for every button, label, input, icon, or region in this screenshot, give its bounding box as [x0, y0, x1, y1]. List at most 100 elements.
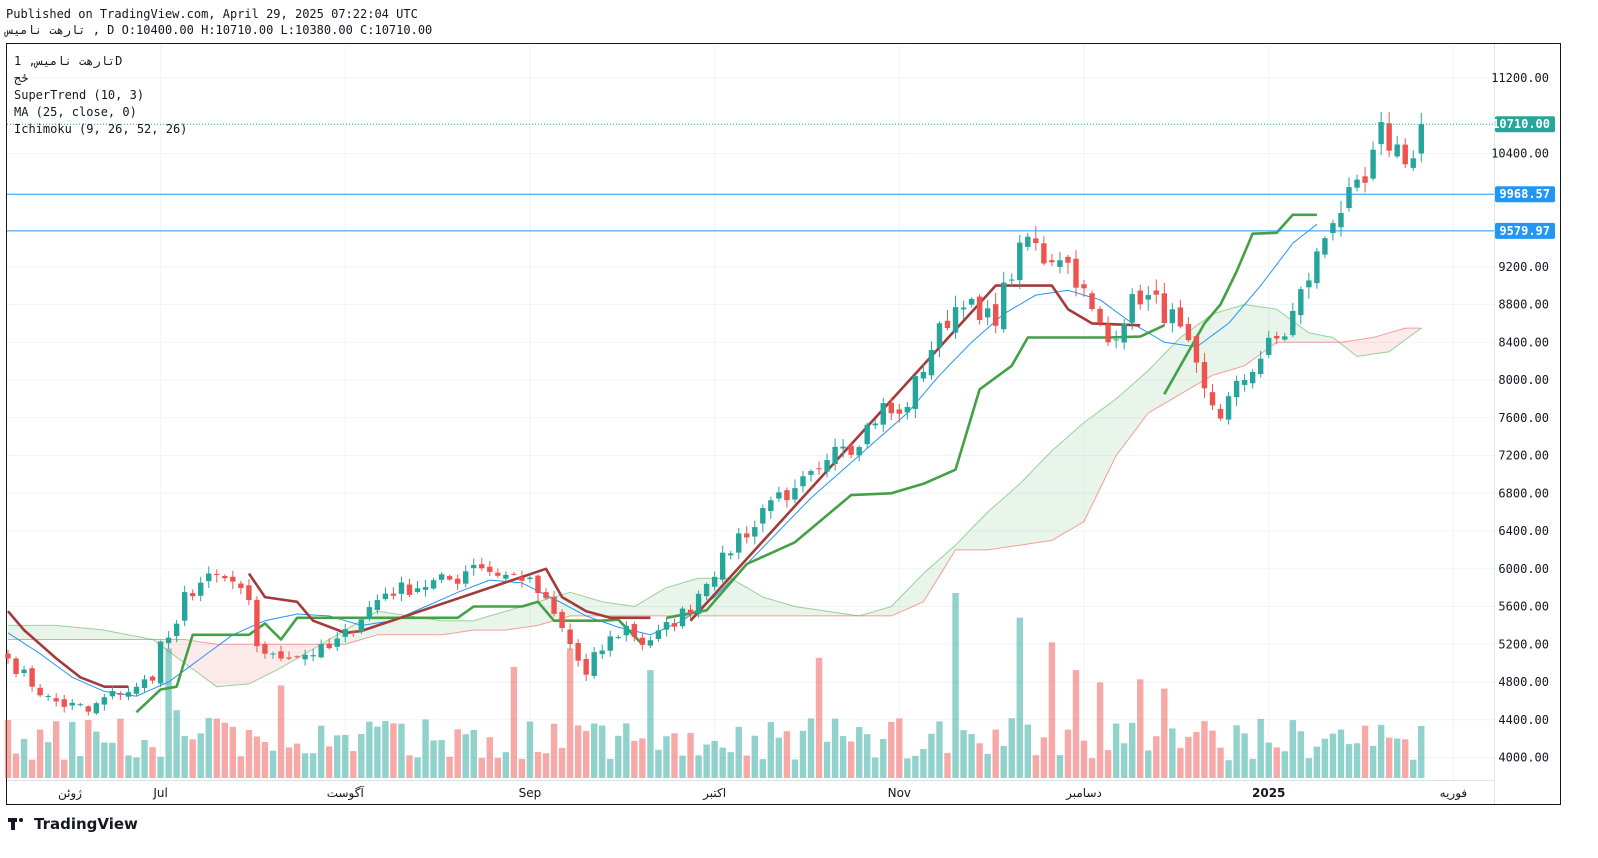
candle-body	[222, 575, 228, 579]
volume-bar	[1217, 747, 1224, 778]
volume-bar	[1000, 745, 1007, 778]
volume-bar	[510, 667, 518, 778]
candle	[784, 487, 790, 508]
candle	[1209, 384, 1216, 410]
candle-body	[1225, 396, 1232, 420]
candle	[599, 644, 605, 659]
candles[interactable]	[5, 111, 1424, 716]
price-tick-label: 4800.00	[1498, 675, 1549, 689]
volume-bar	[69, 721, 76, 778]
candle	[13, 656, 19, 678]
candle-body	[1065, 256, 1071, 263]
candle	[880, 397, 886, 432]
volume-bar	[1016, 617, 1023, 778]
volume-bar	[269, 750, 277, 778]
volume-bar	[326, 746, 333, 778]
level-price-label[interactable]: 9579.97	[1495, 222, 1555, 239]
candle	[406, 578, 413, 598]
candle	[1290, 302, 1296, 338]
candle-body	[824, 460, 830, 472]
candle	[583, 653, 589, 681]
volume-bar	[590, 723, 598, 778]
candle-body	[760, 508, 766, 524]
volume-bar	[197, 733, 204, 778]
candle-body	[976, 296, 983, 321]
candle-body	[398, 582, 405, 594]
price-tick-label: 11200.00	[1491, 71, 1549, 85]
candle-body	[5, 653, 11, 659]
level-price-label[interactable]: 9968.57	[1495, 186, 1555, 203]
volume-bar	[1410, 759, 1417, 778]
candle	[824, 453, 830, 478]
candle	[334, 631, 340, 652]
volume-bar	[783, 731, 791, 778]
candle	[1017, 234, 1023, 289]
candle-body	[189, 593, 196, 597]
candle-body	[615, 637, 621, 639]
candle-body	[181, 592, 188, 621]
volume-bar	[663, 736, 670, 778]
volume-bar	[470, 730, 477, 778]
price-label-bg	[1495, 116, 1555, 133]
candle-body	[1241, 379, 1248, 385]
candle	[1370, 141, 1376, 181]
volume-bar	[149, 747, 156, 778]
candle	[133, 682, 140, 696]
volume-bar	[382, 721, 389, 778]
candle	[519, 570, 525, 588]
candle-body	[896, 409, 903, 414]
candle-body	[326, 643, 332, 649]
tradingview-logo[interactable]: TradingView	[8, 815, 138, 833]
volume-bar	[703, 744, 710, 778]
volume-bar	[317, 725, 325, 778]
candle-body	[1298, 289, 1304, 316]
candle-body	[912, 376, 919, 409]
candle	[1378, 111, 1384, 156]
volume-bar	[623, 723, 630, 778]
candle	[141, 674, 148, 692]
volume-bar	[398, 723, 405, 778]
volume-bar	[1305, 758, 1313, 778]
last-price-label[interactable]: 10710.00	[1492, 116, 1555, 133]
volume-bar	[1056, 755, 1064, 778]
candle	[768, 496, 774, 519]
volume-bar	[1225, 760, 1232, 778]
candle-body	[422, 587, 429, 590]
candle	[157, 640, 164, 687]
candle	[992, 292, 999, 334]
volume-bar	[558, 747, 566, 778]
volume-bar	[406, 755, 413, 778]
candle-body	[1274, 335, 1280, 339]
candle-body	[454, 578, 461, 584]
volume-bar	[847, 741, 855, 778]
candle	[920, 364, 927, 383]
volume-bar	[1353, 743, 1361, 778]
candle-body	[69, 702, 75, 706]
price-tick-label: 5600.00	[1498, 600, 1549, 614]
candle-body	[583, 658, 589, 675]
candle-body	[149, 676, 156, 681]
volume-bar	[1361, 725, 1369, 778]
volume-bar	[615, 735, 622, 778]
candle	[848, 442, 854, 459]
volume-bar	[960, 730, 967, 778]
candle-body	[719, 552, 726, 580]
candle	[1001, 271, 1007, 333]
candle-body	[840, 446, 846, 449]
volume-bar	[125, 755, 132, 778]
candle-body	[752, 527, 758, 537]
volume-bar	[494, 757, 502, 778]
candle-body	[1081, 284, 1087, 289]
volume-bar	[719, 747, 726, 778]
time-tick-label: دسامبر	[1065, 786, 1102, 801]
candle	[840, 439, 846, 458]
price-axis[interactable]: 4000.00 4400.00 4800.00 5200.00 5600.00 6000.…	[1491, 44, 1555, 804]
candle	[422, 579, 429, 597]
volume-bar	[245, 730, 253, 778]
candle-body	[165, 637, 172, 644]
time-axis[interactable]: ژوئنJulآگوستSepاکتبرNovدسامبر2025فوریهما…	[7, 780, 1598, 802]
candle	[1065, 254, 1071, 275]
candle	[535, 574, 541, 601]
cloud-bullish	[8, 625, 153, 640]
